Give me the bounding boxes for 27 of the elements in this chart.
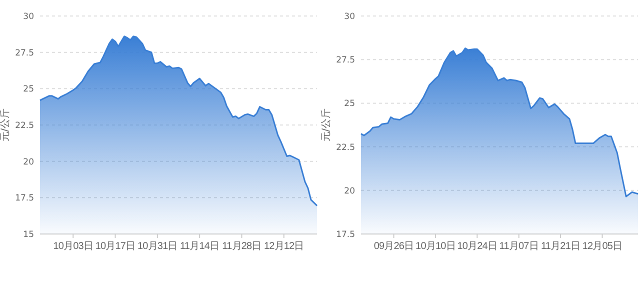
x-tick-label: 10月10日 [416,241,456,252]
y-axis-title: 元/公斤 [0,108,11,142]
x-tick-label: 12月05日 [582,241,622,252]
x-tick-label: 11月28日 [222,241,262,252]
y-tick-label: 20 [23,157,34,168]
y-tick-label: 15 [23,230,34,240]
y-tick-label: 17.5 [15,194,34,204]
y-tick-label: 22.5 [336,142,355,153]
y-axis-title: 元/公斤 [320,108,332,142]
x-tick-label: 12月12日 [264,241,304,252]
x-tick-label: 09月26日 [374,241,414,252]
x-tick-label: 11月07日 [499,241,538,252]
y-tick-label: 30 [344,12,355,22]
x-tick-label: 11月14日 [180,241,220,252]
y-tick-label: 25 [23,84,34,95]
x-tick-label: 10月03日 [53,241,94,252]
x-tick-label: 10月17日 [95,241,136,252]
x-tick-label: 11月21日 [541,241,580,252]
y-tick-label: 25 [344,99,355,110]
y-tick-label: 20 [344,186,355,196]
x-tick-label: 10月24日 [457,241,498,252]
y-tick-label: 30 [23,12,34,22]
x-tick-label: 10月31日 [137,241,178,252]
y-tick-label: 17.5 [336,230,355,240]
y-tick-label: 27.5 [336,56,355,66]
y-tick-label: 27.5 [15,48,34,58]
y-tick-label: 22.5 [15,121,34,131]
